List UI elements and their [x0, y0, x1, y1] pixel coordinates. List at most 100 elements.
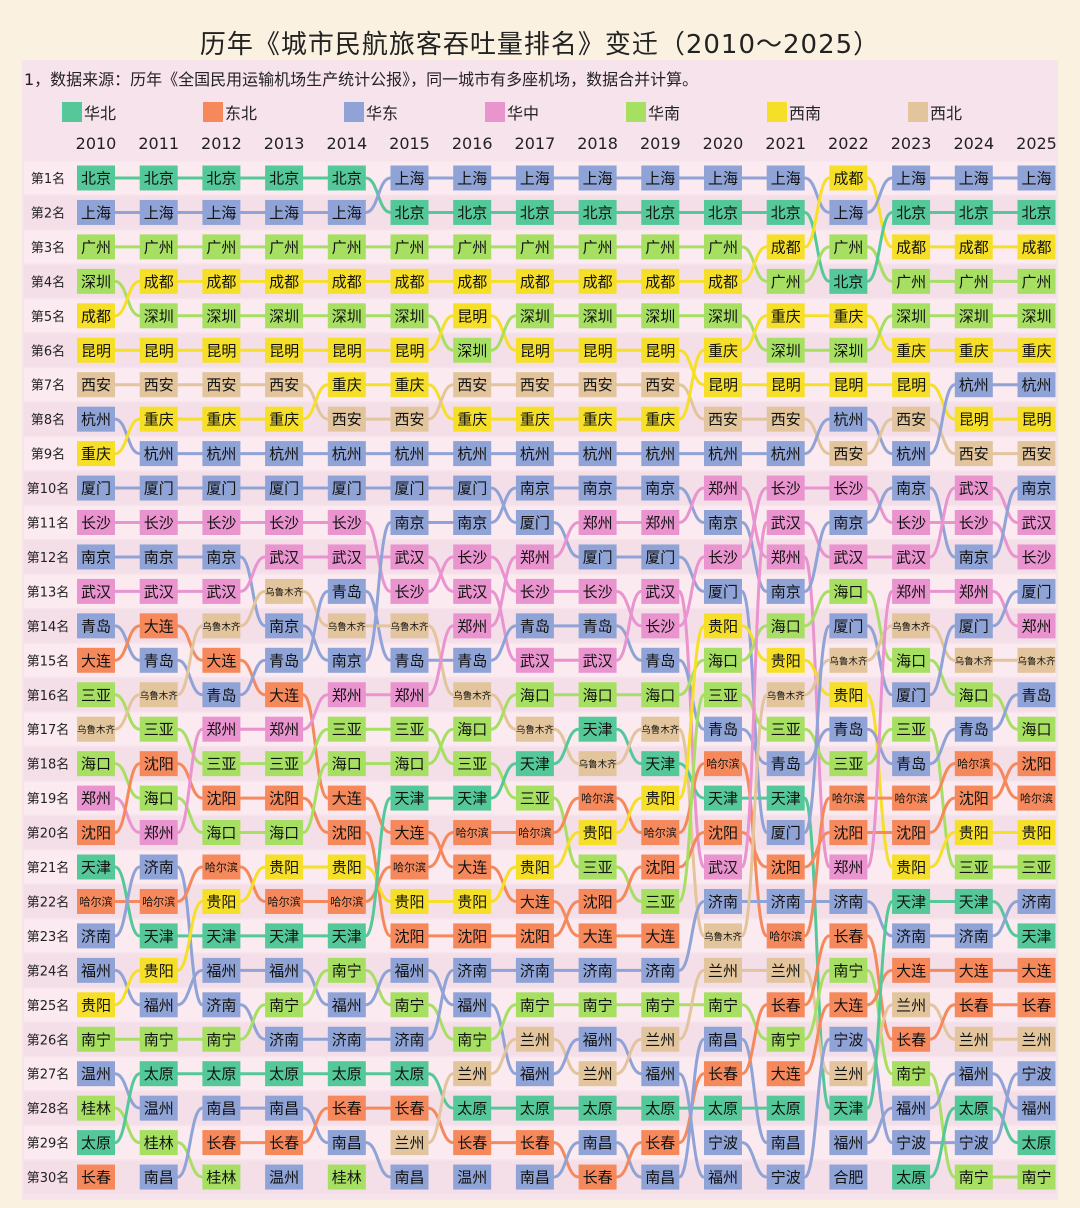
- city-cell: 南宁: [515, 992, 554, 1018]
- city-name: 长沙: [1021, 548, 1051, 566]
- city-name: 昆明: [332, 342, 362, 360]
- city-cell: 长春: [327, 1095, 366, 1121]
- city-name: 南京: [708, 514, 738, 532]
- city-cell-box: [202, 682, 241, 708]
- city-cell: 南昌: [139, 1164, 178, 1190]
- city-cell-box: [390, 716, 429, 742]
- city-cell-box: [641, 854, 680, 880]
- city-cell-box: [954, 751, 993, 777]
- city-name: 桂林: [332, 1169, 362, 1187]
- year-label: 2012: [201, 134, 242, 153]
- rank-connector: [740, 1141, 769, 1179]
- city-name: 济南: [833, 893, 863, 911]
- city-cell-box: [954, 1095, 993, 1121]
- city-cell: 南京: [1017, 475, 1056, 501]
- city-name: 沈阳: [833, 824, 863, 842]
- city-cell: 青岛: [1017, 682, 1056, 708]
- city-cell-box: [578, 406, 617, 432]
- city-cell: 南京: [77, 544, 115, 570]
- city-name: 南昌: [394, 1169, 424, 1187]
- city-name: 沈阳: [206, 790, 236, 808]
- rank-label: 第4名: [31, 274, 65, 290]
- city-name: 长沙: [959, 514, 989, 532]
- city-name: 成都: [206, 273, 236, 291]
- city-cell: 福州: [1017, 1095, 1056, 1121]
- city-name: 乌鲁木齐: [641, 724, 680, 736]
- city-name: 兰州: [959, 1031, 989, 1049]
- city-cell-box: [954, 1061, 993, 1087]
- city-cell-box: [829, 406, 868, 432]
- city-name: 南宁: [833, 962, 863, 980]
- city-cell-box: [139, 1164, 178, 1190]
- city-name: 深圳: [520, 307, 550, 325]
- city-name: 济南: [394, 1031, 424, 1049]
- rank-connector: [803, 934, 831, 1007]
- city-cell: 广州: [453, 234, 492, 260]
- rank-label: 第21名: [27, 860, 70, 876]
- city-cell-box: [453, 406, 492, 432]
- city-name: 乌鲁木齐: [892, 621, 931, 633]
- city-cell: 南京: [829, 510, 868, 535]
- city-name: 海口: [959, 686, 989, 704]
- city-name: 上海: [457, 170, 487, 188]
- city-cell: 重庆: [77, 441, 115, 467]
- city-cell-box: [202, 1061, 241, 1087]
- city-cell: 深圳: [390, 303, 429, 329]
- city-name: 青岛: [457, 652, 487, 670]
- rank-connector: [301, 796, 330, 835]
- city-cell: 杭州: [327, 441, 366, 467]
- city-cell-box: [892, 957, 931, 983]
- city-cell-box: [202, 199, 241, 225]
- city-cell: 大连: [892, 957, 931, 983]
- city-cell-box: [578, 716, 617, 742]
- city-cell-box: [515, 888, 554, 914]
- city-cell: 青岛: [453, 647, 492, 673]
- rank-connector: [928, 1072, 957, 1110]
- city-cell: 西安: [265, 372, 304, 398]
- city-cell: 广州: [515, 234, 554, 260]
- city-name: 太原: [206, 1065, 236, 1083]
- city-name: 北京: [269, 170, 299, 188]
- city-cell: 重庆: [202, 406, 241, 432]
- city-cell-box: [1017, 1095, 1056, 1121]
- city-cell: 乌鲁木齐: [453, 682, 492, 708]
- city-cell-box: [829, 888, 868, 914]
- city-name: 济南: [457, 962, 487, 980]
- city-name: 大连: [332, 790, 362, 808]
- city-cell: 南宁: [265, 992, 304, 1018]
- city-cell-box: [578, 682, 617, 708]
- city-name: 济南: [520, 962, 550, 980]
- city-cell: 太原: [1017, 1130, 1056, 1156]
- rank-connector: [677, 1037, 706, 1179]
- city-name: 哈尔滨: [832, 791, 865, 805]
- city-cell-box: [515, 441, 554, 467]
- city-name: 郑州: [833, 859, 863, 877]
- city-cell: 福州: [954, 1061, 993, 1087]
- city-cell: 海口: [77, 751, 115, 777]
- city-cell-box: [77, 406, 115, 432]
- city-name: 西安: [520, 376, 550, 394]
- city-cell-box: [829, 199, 868, 225]
- rank-connector: [552, 1037, 581, 1076]
- city-cell-box: [390, 1164, 429, 1190]
- city-name: 上海: [833, 204, 863, 222]
- city-cell: 南京: [704, 510, 742, 535]
- city-name: 深圳: [959, 307, 989, 325]
- city-cell-box: [954, 854, 993, 880]
- year-label: 2025: [1016, 134, 1057, 153]
- city-cell-box: [641, 1095, 680, 1121]
- city-cell-box: [515, 992, 554, 1018]
- city-name: 西安: [144, 376, 174, 394]
- city-cell-box: [578, 888, 617, 914]
- rank-connector: [803, 1037, 831, 1179]
- city-cell-box: [327, 613, 366, 639]
- city-name: 南京: [269, 617, 299, 635]
- rank-connector: [865, 624, 894, 662]
- city-name: 西安: [81, 376, 111, 394]
- city-name: 长沙: [394, 583, 424, 601]
- city-cell-box: [892, 1095, 931, 1121]
- city-cell: 长春: [265, 1130, 304, 1156]
- city-cell-box: [766, 578, 805, 604]
- city-cell: 南宁: [139, 1026, 178, 1052]
- city-cell-box: [390, 647, 429, 673]
